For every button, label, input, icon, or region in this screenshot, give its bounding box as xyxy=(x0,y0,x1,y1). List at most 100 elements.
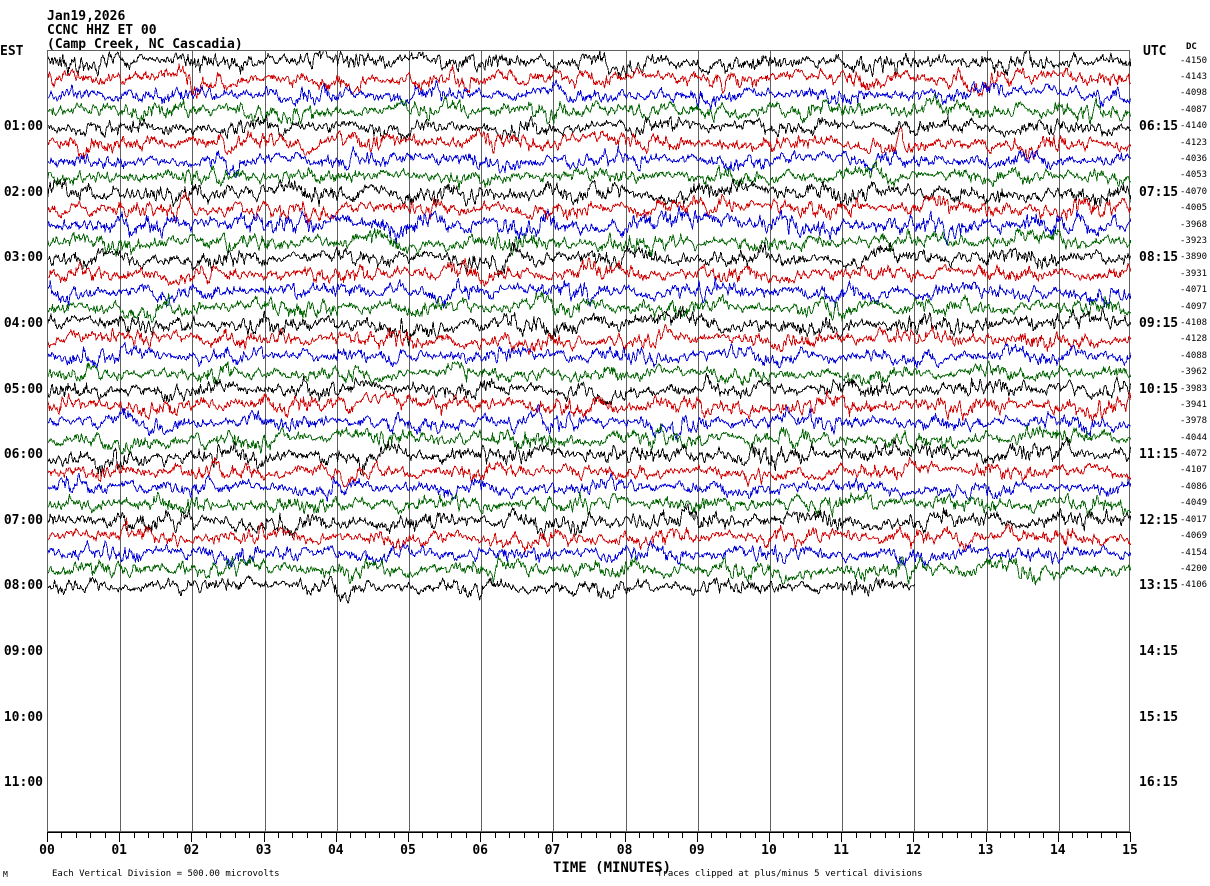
xtick-minor xyxy=(711,832,712,838)
trace-0800 xyxy=(48,555,1131,586)
axis-baseline xyxy=(47,832,1131,833)
dc-offset-value: -3890 xyxy=(1180,252,1208,262)
xtick-minor xyxy=(177,832,178,838)
xtick-minor xyxy=(726,832,727,838)
xtick-minor xyxy=(235,832,236,838)
trace-0530 xyxy=(48,390,1131,423)
xtick-minor xyxy=(653,832,654,838)
xtick-minor xyxy=(870,832,871,838)
xtick-minor xyxy=(365,832,366,838)
xlabel-minute-14: 14 xyxy=(1049,843,1066,858)
dc-offset-value: -4098 xyxy=(1180,88,1208,98)
xtick-minor xyxy=(567,832,568,838)
utc-hour-0915: 09:15 xyxy=(1139,316,1179,331)
dc-offset-value: -4070 xyxy=(1180,187,1208,197)
xtick-minor xyxy=(942,832,943,838)
xtick-major-04 xyxy=(336,832,337,842)
xtick-minor xyxy=(206,832,207,838)
trace-0330 xyxy=(48,257,1131,287)
xtick-minor xyxy=(682,832,683,838)
gridline-minute-06 xyxy=(481,51,482,833)
dc-offset-value: -4072 xyxy=(1180,449,1208,459)
xtick-major-03 xyxy=(264,832,265,842)
est-hour-0500: 05:00 xyxy=(3,382,43,397)
utc-hour-1215: 12:15 xyxy=(1139,513,1179,528)
trace-0415 xyxy=(48,305,1131,347)
xtick-minor xyxy=(1087,832,1088,838)
xtick-minor xyxy=(451,832,452,838)
xtick-major-08 xyxy=(625,832,626,842)
xtick-minor xyxy=(827,832,828,838)
xtick-major-05 xyxy=(408,832,409,842)
dc-offset-value: -3941 xyxy=(1180,400,1208,410)
trace-0245 xyxy=(48,205,1131,246)
dc-offset-value: -4107 xyxy=(1180,465,1208,475)
header-date: Jan19,2026 xyxy=(47,9,126,24)
dc-offset-value: -3978 xyxy=(1180,416,1208,426)
est-hour-0400: 04:00 xyxy=(3,316,43,331)
dc-offset-value: -4123 xyxy=(1180,138,1208,148)
gridline-minute-08 xyxy=(626,51,627,833)
xtick-minor xyxy=(971,832,972,838)
xlabel-minute-06: 06 xyxy=(472,843,489,858)
est-hour-0900: 09:00 xyxy=(3,644,43,659)
trace-0315 xyxy=(48,241,1131,278)
est-hour-0100: 01:00 xyxy=(3,119,43,134)
trace-0045 xyxy=(48,79,1131,110)
dc-offset-value: -4087 xyxy=(1180,105,1208,115)
gridline-minute-07 xyxy=(553,51,554,833)
xtick-minor xyxy=(812,832,813,838)
gridline-minute-14 xyxy=(1059,51,1060,833)
xlabel-minute-07: 07 xyxy=(544,843,561,858)
xtick-minor xyxy=(928,832,929,838)
dc-offset-value: -4017 xyxy=(1180,515,1208,525)
xtick-major-13 xyxy=(986,832,987,842)
dc-offset-value: -4097 xyxy=(1180,302,1208,312)
xtick-minor xyxy=(394,832,395,838)
xtick-minor xyxy=(581,832,582,838)
xtick-minor xyxy=(856,832,857,838)
xtick-minor xyxy=(798,832,799,838)
gridline-minute-09 xyxy=(698,51,699,833)
xtick-minor xyxy=(278,832,279,838)
trace-0500 xyxy=(48,360,1131,387)
xtick-minor xyxy=(755,832,756,838)
trace-0145 xyxy=(48,145,1131,179)
xtick-minor xyxy=(61,832,62,838)
xtick-major-01 xyxy=(119,832,120,842)
xtick-minor xyxy=(1014,832,1015,838)
trace-0200 xyxy=(48,159,1131,191)
corner-mark: M xyxy=(3,870,8,879)
helicorder-plot-area[interactable] xyxy=(47,50,1131,833)
gridline-minute-02 xyxy=(192,51,193,833)
xlabel-minute-09: 09 xyxy=(688,843,705,858)
dc-offset-value: -4053 xyxy=(1180,170,1208,180)
utc-hour-1015: 10:15 xyxy=(1139,382,1179,397)
dc-offset-value: -3923 xyxy=(1180,236,1208,246)
dc-offset-value: -3962 xyxy=(1180,367,1208,377)
utc-hour-1315: 13:15 xyxy=(1139,578,1179,593)
xtick-minor xyxy=(899,832,900,838)
trace-0445 xyxy=(48,341,1131,370)
xtick-major-07 xyxy=(552,832,553,842)
xtick-minor xyxy=(1116,832,1117,838)
xtick-major-06 xyxy=(480,832,481,842)
trace-0730 xyxy=(48,517,1131,553)
xtick-major-14 xyxy=(1058,832,1059,842)
xtick-major-15 xyxy=(1130,832,1131,842)
gridline-minute-10 xyxy=(770,51,771,833)
utc-hour-1615: 16:15 xyxy=(1139,775,1179,790)
dc-offset-value: -3968 xyxy=(1180,220,1208,230)
xtick-major-09 xyxy=(697,832,698,842)
xtick-minor xyxy=(249,832,250,838)
xlabel-minute-02: 02 xyxy=(183,843,200,858)
xtick-minor xyxy=(134,832,135,838)
trace-0430 xyxy=(48,324,1131,356)
xlabel-minute-12: 12 xyxy=(905,843,922,858)
dc-offset-value: -4106 xyxy=(1180,580,1208,590)
xlabel-minute-05: 05 xyxy=(400,843,416,858)
dc-offset-value: -3983 xyxy=(1180,384,1208,394)
utc-hour-0615: 06:15 xyxy=(1139,119,1179,134)
dc-offset-value: -3931 xyxy=(1180,269,1208,279)
